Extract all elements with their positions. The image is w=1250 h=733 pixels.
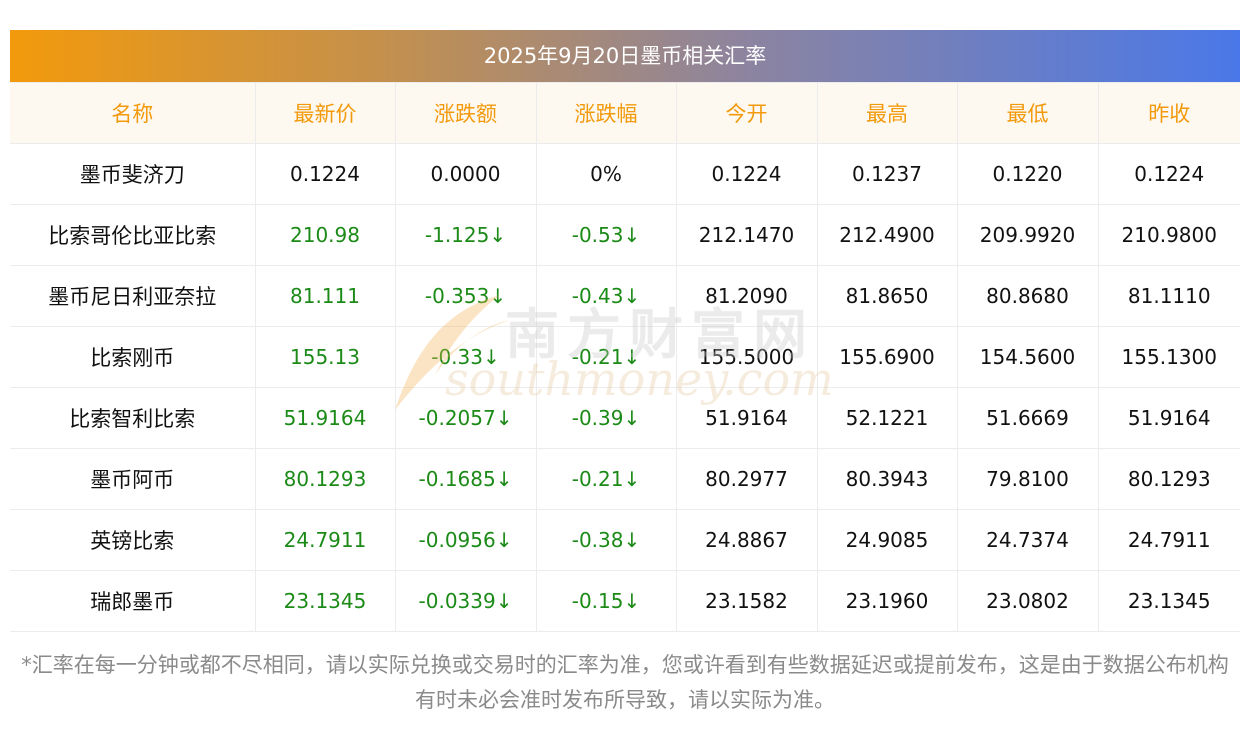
- table-row: 瑞郎墨币 23.1345 -0.0339↓ -0.15↓ 23.1582 23.1960 2…: [10, 570, 1240, 632]
- header-open: 今开: [675, 82, 818, 144]
- high-cell: 23.1960: [816, 570, 958, 632]
- high-cell: 212.4900: [816, 204, 958, 266]
- low-cell: 51.6669: [956, 387, 1099, 449]
- header-latest: 最新价: [254, 82, 396, 144]
- pct-cell: 0%: [535, 143, 677, 205]
- high-cell: 24.9085: [816, 509, 958, 571]
- name-cell: 英镑比索: [10, 509, 256, 571]
- prev-cell: 51.9164: [1097, 387, 1240, 449]
- high-cell: 0.1237: [816, 143, 958, 205]
- pct-cell: -0.43↓: [535, 265, 677, 327]
- pct-cell: -0.15↓: [535, 570, 677, 632]
- open-cell: 80.2977: [675, 448, 818, 510]
- change-cell: -0.33↓: [394, 326, 537, 388]
- latest-cell: 23.1345: [254, 570, 396, 632]
- change-cell: -0.0956↓: [394, 509, 537, 571]
- change-cell: -0.0339↓: [394, 570, 537, 632]
- table-row: 墨币斐济刀 0.1224 0.0000 0% 0.1224 0.1237 0.1220 0.1…: [10, 143, 1240, 205]
- change-cell: -0.1685↓: [394, 448, 537, 510]
- header-high: 最高: [816, 82, 958, 144]
- change-cell: 0.0000: [394, 143, 537, 205]
- high-cell: 81.8650: [816, 265, 958, 327]
- header-name: 名称: [10, 82, 256, 144]
- pct-cell: -0.21↓: [535, 448, 677, 510]
- prev-cell: 23.1345: [1097, 570, 1240, 632]
- open-cell: 24.8867: [675, 509, 818, 571]
- pct-cell: -0.39↓: [535, 387, 677, 449]
- prev-cell: 0.1224: [1097, 143, 1240, 205]
- prev-cell: 81.1110: [1097, 265, 1240, 327]
- latest-cell: 51.9164: [254, 387, 396, 449]
- name-cell: 比索智利比索: [10, 387, 256, 449]
- latest-cell: 210.98: [254, 204, 396, 266]
- latest-cell: 24.7911: [254, 509, 396, 571]
- open-cell: 0.1224: [675, 143, 818, 205]
- open-cell: 23.1582: [675, 570, 818, 632]
- low-cell: 209.9920: [956, 204, 1099, 266]
- change-cell: -1.125↓: [394, 204, 537, 266]
- table-row: 英镑比索 24.7911 -0.0956↓ -0.38↓ 24.8867 24.9085 2…: [10, 509, 1240, 571]
- table-title: 2025年9月20日墨币相关汇率: [10, 30, 1240, 82]
- table-row: 比索智利比索 51.9164 -0.2057↓ -0.39↓ 51.9164 52.122…: [10, 387, 1240, 449]
- name-cell: 墨币斐济刀: [10, 143, 256, 205]
- prev-cell: 24.7911: [1097, 509, 1240, 571]
- name-cell: 瑞郎墨币: [10, 570, 256, 632]
- header-change: 涨跌额: [394, 82, 537, 144]
- low-cell: 80.8680: [956, 265, 1099, 327]
- latest-cell: 80.1293: [254, 448, 396, 510]
- high-cell: 52.1221: [816, 387, 958, 449]
- table-row: 墨币尼日利亚奈拉 81.111 -0.353↓ -0.43↓ 81.2090 81.865…: [10, 265, 1240, 327]
- open-cell: 155.5000: [675, 326, 818, 388]
- prev-cell: 210.9800: [1097, 204, 1240, 266]
- latest-cell: 155.13: [254, 326, 396, 388]
- latest-cell: 81.111: [254, 265, 396, 327]
- header-pct: 涨跌幅: [535, 82, 677, 144]
- low-cell: 154.5600: [956, 326, 1099, 388]
- low-cell: 79.8100: [956, 448, 1099, 510]
- exchange-rate-table: 名称 最新价 涨跌额 涨跌幅 今开 最高 最低 昨收 墨币斐济刀 0.1224 0.…: [10, 82, 1240, 632]
- pct-cell: -0.53↓: [535, 204, 677, 266]
- change-cell: -0.353↓: [394, 265, 537, 327]
- open-cell: 81.2090: [675, 265, 818, 327]
- low-cell: 0.1220: [956, 143, 1099, 205]
- pct-cell: -0.21↓: [535, 326, 677, 388]
- table-row: 墨币阿币 80.1293 -0.1685↓ -0.21↓ 80.2977 80.3943 7…: [10, 448, 1240, 510]
- name-cell: 比索刚币: [10, 326, 256, 388]
- change-cell: -0.2057↓: [394, 387, 537, 449]
- open-cell: 212.1470: [675, 204, 818, 266]
- name-cell: 比索哥伦比亚比索: [10, 204, 256, 266]
- name-cell: 墨币阿币: [10, 448, 256, 510]
- low-cell: 24.7374: [956, 509, 1099, 571]
- high-cell: 80.3943: [816, 448, 958, 510]
- footnote: *汇率在每一分钟或都不尽相同，请以实际兑换或交易时的汇率为准，您或许看到有些数据…: [21, 653, 1229, 712]
- high-cell: 155.6900: [816, 326, 958, 388]
- table-row: 比索哥伦比亚比索 210.98 -1.125↓ -0.53↓ 212.1470 212.4…: [10, 204, 1240, 266]
- name-cell: 墨币尼日利亚奈拉: [10, 265, 256, 327]
- open-cell: 51.9164: [675, 387, 818, 449]
- pct-cell: -0.38↓: [535, 509, 677, 571]
- table-header-row: 名称 最新价 涨跌额 涨跌幅 今开 最高 最低 昨收: [10, 82, 1240, 144]
- table-row: 比索刚币 155.13 -0.33↓ -0.21↓ 155.5000 155.6900 15…: [10, 326, 1240, 388]
- prev-cell: 80.1293: [1097, 448, 1240, 510]
- header-low: 最低: [956, 82, 1099, 144]
- low-cell: 23.0802: [956, 570, 1099, 632]
- latest-cell: 0.1224: [254, 143, 396, 205]
- header-prev: 昨收: [1097, 82, 1240, 144]
- prev-cell: 155.1300: [1097, 326, 1240, 388]
